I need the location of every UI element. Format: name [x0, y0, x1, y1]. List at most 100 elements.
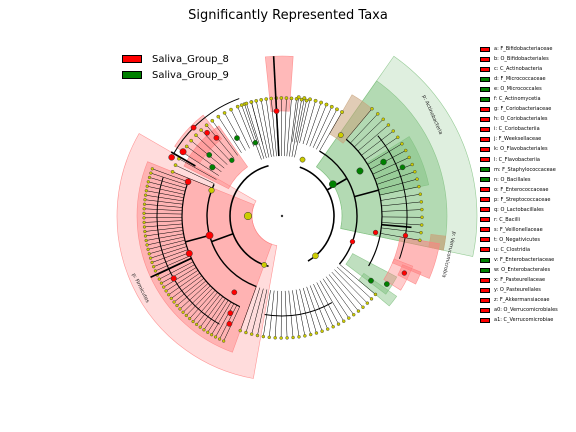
- biomarker-node: [205, 231, 214, 240]
- biomarker-node: [229, 157, 235, 163]
- taxa-color-swatch: [480, 96, 490, 102]
- taxa-color-swatch: [480, 287, 490, 293]
- taxa-legend-label: x: F_Pasteurellaceae: [494, 277, 546, 284]
- tree-branch: [195, 135, 228, 165]
- biomarker-node: [184, 178, 192, 186]
- tree-branch: [251, 101, 267, 159]
- taxa-color-swatch: [480, 307, 490, 313]
- taxa-legend-label: b: O_Bifidobacteriales: [494, 56, 549, 63]
- taxa-legend-label: s: F_Veillonellaceae: [494, 226, 543, 233]
- taxa-legend-label: n: O_Bacillales: [494, 176, 531, 183]
- tree-leaf-node: [153, 269, 157, 273]
- tree-leaf-node: [419, 200, 423, 204]
- tree-branch: [319, 280, 344, 322]
- tree-leaf-node: [244, 330, 248, 335]
- tree-branch: [302, 100, 316, 145]
- tree-leaf-node: [204, 123, 209, 128]
- tree-leaf-node: [195, 322, 199, 327]
- tree-branch: [294, 100, 307, 158]
- tree-branch: [295, 98, 305, 143]
- taxa-color-swatch: [480, 277, 490, 283]
- tree-leaf-node: [178, 307, 182, 311]
- tree-branch: [309, 104, 327, 147]
- taxa-color-swatch: [480, 317, 490, 323]
- tree-leaf-node: [229, 107, 233, 112]
- clade-shade: [174, 114, 223, 164]
- biomarker-node: [312, 252, 319, 260]
- tree-leaf-node: [336, 322, 341, 326]
- tree-leaf-node: [244, 101, 249, 106]
- tree-branch: [251, 288, 264, 335]
- tree-leaf-node: [331, 325, 335, 329]
- tree-branch: [284, 290, 288, 338]
- taxa-color-swatch: [480, 56, 490, 62]
- biomarker-node: [226, 321, 233, 327]
- biomarker-node: [349, 239, 356, 245]
- tree-branch: [182, 152, 219, 176]
- root-node: [280, 214, 284, 218]
- tree-branch: [334, 269, 368, 304]
- tree-leaf-node: [143, 198, 147, 202]
- taxa-legend-item: i: C_Coriobacteriia: [480, 124, 558, 134]
- tree-leaf-node: [167, 293, 171, 297]
- taxa-legend-item: w: O_Enterobacterales: [480, 265, 558, 275]
- taxa-color-swatch: [480, 116, 490, 122]
- tree-branch: [265, 99, 275, 157]
- biomarker-node: [170, 275, 177, 282]
- tree-branch: [149, 243, 186, 255]
- biomarker-node: [213, 135, 220, 141]
- tree-leaf-node: [145, 243, 149, 247]
- clade-shade: [264, 55, 294, 112]
- tree-leaf-node: [361, 305, 365, 309]
- tree-leaf-node: [181, 310, 185, 314]
- tree-branch: [260, 99, 272, 157]
- taxa-color-swatch: [480, 86, 490, 92]
- tree-leaf-node: [410, 162, 414, 167]
- biomarker-node: [261, 262, 268, 268]
- tree-branch: [263, 290, 271, 337]
- tree-branch: [192, 292, 218, 322]
- tree-leaf-node: [415, 177, 419, 181]
- taxa-legend-item: y: O_Pasteurellales: [480, 285, 558, 295]
- taxa-legend-item: z: F_Akkermansiaceae: [480, 295, 558, 305]
- taxa-legend-item: b: O_Bifidobacteriales: [480, 54, 558, 64]
- tree-branch: [145, 230, 184, 237]
- tree-branch: [218, 116, 242, 153]
- taxa-legend-label: j: F_Weeksellaceae: [494, 136, 542, 143]
- biomarker-node: [337, 132, 344, 138]
- tree-leaf-node: [199, 128, 203, 132]
- tree-branch: [168, 272, 201, 295]
- biomarker-node: [356, 167, 364, 175]
- tree-branch: [257, 289, 268, 336]
- tree-branch: [211, 301, 232, 335]
- taxa-color-swatch: [480, 207, 490, 213]
- tree-branch: [316, 109, 338, 150]
- tree-branch: [325, 276, 354, 315]
- taxa-legend-label: p: F_Streptococcaceae: [494, 196, 551, 203]
- figure-title: Significantly Represented Taxa: [188, 8, 388, 23]
- tree-branch: [144, 199, 183, 205]
- tree-leaf-node: [420, 215, 424, 219]
- tree-leaf-node: [324, 102, 329, 107]
- taxa-legend-label: e: O_Micrococcales: [494, 86, 542, 93]
- tree-leaf-node: [347, 316, 351, 320]
- biomarker-node: [204, 129, 210, 136]
- taxa-color-swatch: [480, 76, 490, 82]
- tree-branch: [328, 274, 359, 312]
- tree-branch: [144, 226, 183, 232]
- tree-ring: [206, 184, 257, 288]
- taxa-legend-label: d: F_Micrococcaceae: [494, 76, 546, 83]
- tree-branch: [240, 286, 257, 331]
- taxa-legend-item: f: C_Actinomycetia: [480, 94, 558, 104]
- tree-leaf-node: [267, 335, 271, 340]
- tree-branch: [175, 164, 215, 184]
- tree-leaf-node: [296, 95, 301, 100]
- tree-branch: [354, 119, 384, 148]
- tree-branch: [255, 100, 270, 158]
- tree-leaf-node: [142, 202, 147, 206]
- tree-branch: [268, 290, 275, 338]
- tree-leaf-node: [148, 256, 153, 260]
- tree-branch: [364, 137, 398, 160]
- tree-leaf-node: [376, 112, 380, 116]
